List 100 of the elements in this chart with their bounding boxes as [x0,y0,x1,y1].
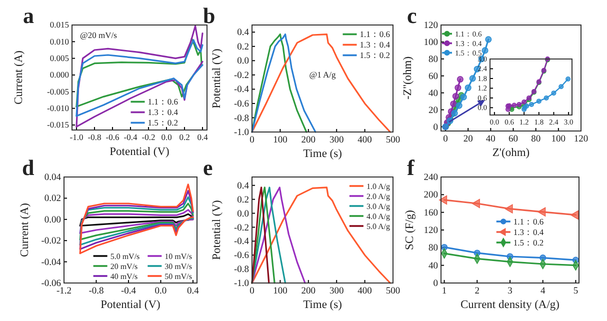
legend-label: 1.0 A/g [366,182,390,191]
x-tick-label: -0.4 [124,132,138,142]
y-tick-label: -0.04 [41,258,62,268]
y-tick-label: -0.06 [41,279,62,290]
y-tick-label: 0.00 [44,215,62,226]
legend-label: 1.1：0.6 [360,29,390,40]
legend-label: 1.3：0.4 [513,226,544,237]
y-tick-label: 120 [424,226,438,236]
y-axis-title: Potential (V) [211,48,223,108]
x-tick-label: -0.8 [88,132,102,142]
y-axis-title: Current (A) [19,202,31,257]
x-tick-label: -0.6 [106,132,120,142]
x-tick-label: -1.0 [70,132,84,142]
chart-title: b [203,3,216,28]
legend-label: 20 mV/s [110,262,138,271]
legend-label: 1.1：0.6 [148,96,178,107]
y-tick-label: -0.02 [41,236,62,247]
annotation: @20 mV/s [80,30,117,40]
x-tick-label: 500 [386,286,400,297]
x-tick-label: 1 [442,286,447,297]
x-tick-label: 120 [574,134,588,145]
x-tick-label: 80 [531,134,541,145]
chart-title: d [22,155,34,180]
chart-title: e [203,155,213,180]
legend-label: 1.3：0.4 [148,107,179,118]
legend-label: 30 mV/s [164,262,192,271]
y-tick-label: 40 [428,261,438,272]
x-tick-label: 40 [486,134,496,145]
chart-title: f [407,155,415,180]
y-tick-label: 0 [433,279,438,290]
y-tick-label: 0.005 [50,53,69,64]
legend-label: 5.0 A/g [366,222,390,231]
y-tick-label: 80 [428,244,438,254]
y-tick-label: 160 [424,208,438,218]
x-tick-label: 0.0 [154,286,167,297]
x-tick-label: 100 [551,134,566,145]
x-tick-label: 3 [508,286,513,297]
x-tick-label: 300 [329,286,344,297]
x-tick-label: 500 [386,136,400,146]
y-tick-label: -0.6 [234,100,250,110]
y-tick-label: 0.010 [50,36,69,46]
x-tick-label: 300 [329,136,344,146]
x-tick-label: -0.2 [142,132,156,142]
y-tick-label: 0.000 [50,70,69,80]
x-tick-label: 0.2 [179,132,190,142]
x-tick-label: 4 [540,286,546,297]
legend-label: 4.0 A/g [366,212,390,221]
x-tick-label: 100 [273,286,288,297]
legend-label: 1.5：0.2 [360,50,390,60]
y-tick-label: 120 [424,21,438,32]
legend-label: 1.1：0.6 [513,216,544,226]
y-tick-label: -0.8 [234,265,250,276]
y-tick-label: 0.02 [44,194,62,204]
y-tick-label: 0.2 [237,195,250,206]
y-tick-label: 0.0 [237,209,250,220]
x-tick-label: 0.0 [161,132,172,142]
x-tick-label: 5 [573,286,578,297]
y-tick-label: 60 [428,72,438,82]
y-tick-label: -0.2 [234,70,250,81]
y-tick-label: 200 [424,190,438,201]
x-tick-label: 100 [273,136,288,146]
y-axis-title: Potential (V) [211,200,223,260]
y-tick-label: 240 [424,173,438,184]
y-tick-label: 0.4 [237,181,250,192]
y-tick-label: 0.4 [237,28,250,38]
x-axis-title: Time (s) [303,299,342,311]
legend-label: 1.5：0.2 [148,118,178,128]
y-tick-label: 0.2 [237,42,250,52]
x-tick-label: 0.4 [197,132,209,142]
legend-label: 2.0 A/g [366,192,390,201]
x-tick-label: 0.4 [187,286,200,297]
legend-label: 1.3：0.4 [360,40,391,50]
y-tick-label: -0.005 [47,86,69,96]
y-tick-label: -0.4 [234,237,250,248]
x-tick-label: 200 [301,136,316,146]
x-axis-title: Potential (V) [100,299,161,311]
y-tick-label: -0.015 [47,120,69,130]
y-tick-label: 0.04 [44,173,62,184]
x-axis-title: Potential (V) [110,146,170,158]
y-tick-label: 100 [424,38,438,48]
chart-title: a [23,3,34,28]
y-tick-label: -1.0 [234,279,250,290]
x-tick-label: 400 [358,286,372,297]
y-tick-label: 20 [428,106,438,116]
x-axis-title: Time (s) [303,148,342,160]
legend-label: 50 mV/s [164,272,192,281]
y-tick-label: -0.010 [47,103,69,114]
legend-label: 1.5：0.2 [513,237,544,248]
y-tick-label: -0.2 [234,223,250,234]
y-axis-title: Current (A) [13,50,25,104]
x-tick-label: 200 [301,286,316,297]
legend-label: 3.0 A/g [366,202,390,211]
x-tick-label: 400 [358,136,372,146]
legend-label: 40 mV/s [110,272,138,281]
legend-label: 10 mV/s [164,252,192,261]
y-tick-label: 40 [428,88,438,99]
y-tick-label: 0.015 [50,20,69,30]
y-tick-label: -0.4 [234,85,250,96]
x-tick-label: 2 [474,286,480,297]
x-tick-label: -1.2 [56,286,72,297]
